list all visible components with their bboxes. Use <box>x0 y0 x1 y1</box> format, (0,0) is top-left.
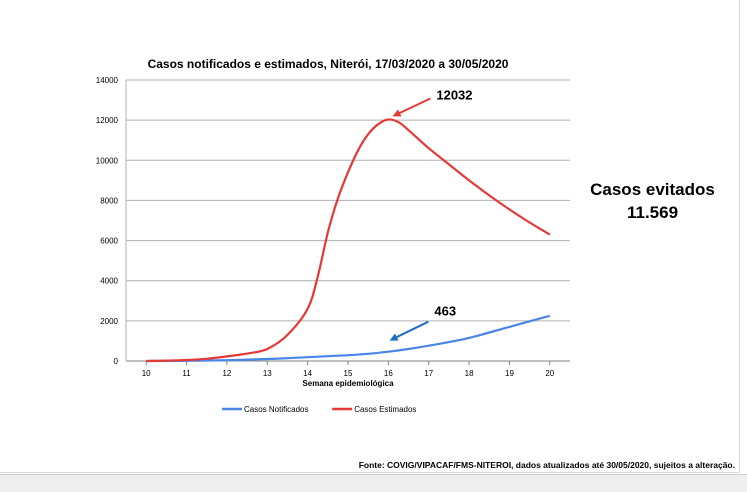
x-axis-title: Semana epidemiológica <box>302 379 394 388</box>
y-tick-label: 12000 <box>96 116 119 125</box>
y-tick-label: 14000 <box>96 76 119 85</box>
x-tick-label: 19 <box>505 369 514 378</box>
x-tick-label: 11 <box>182 369 191 378</box>
avoided-cases-value: 11.569 <box>626 203 679 222</box>
x-tick-label: 12 <box>222 369 231 378</box>
x-tick-label: 15 <box>344 369 353 378</box>
x-tick-label: 20 <box>545 369 554 378</box>
annotation-peak-label: 12032 <box>436 88 472 103</box>
x-tick-label: 18 <box>465 369 474 378</box>
avoided-cases-title: Casos evitados <box>590 180 715 199</box>
x-tick-label: 16 <box>384 369 393 378</box>
avoided-cases-label: Casos evitados 11.569 <box>560 178 745 224</box>
x-tick-label: 14 <box>303 369 312 378</box>
y-tick-label: 8000 <box>100 196 118 205</box>
y-tick-label: 6000 <box>100 237 118 246</box>
x-tick-label: 13 <box>263 369 272 378</box>
chart-frame <box>0 0 740 473</box>
source-note: Fonte: COVIG/VIPACAF/FMS-NITEROI, dados … <box>358 460 735 470</box>
series-line-2 <box>146 118 551 363</box>
bottom-scrollbar[interactable] <box>0 474 747 492</box>
x-tick-label: 10 <box>142 369 151 378</box>
annotation-arrow-notified <box>389 320 429 341</box>
y-tick-label: 4000 <box>100 277 118 286</box>
chart-title: Casos notificados e estimados, Niterói, … <box>147 57 509 71</box>
annotation-arrow-peak <box>392 97 431 117</box>
annotation-notified-label: 463 <box>434 304 456 319</box>
y-tick-label: 2000 <box>100 317 118 326</box>
y-tick-label: 10000 <box>96 156 119 165</box>
legend-label-2: Casos Estimados <box>354 405 416 414</box>
y-tick-label: 0 <box>114 357 119 366</box>
series-line-1 <box>146 314 551 363</box>
x-tick-label: 17 <box>424 369 433 378</box>
legend-label-1: Casos Notificados <box>244 405 308 414</box>
